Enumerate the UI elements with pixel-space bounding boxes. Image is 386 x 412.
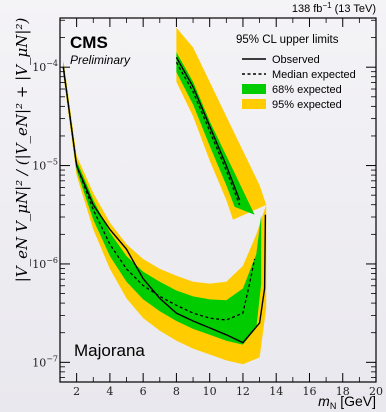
lines-layer [62, 57, 267, 344]
x-tick-label-10: 10 [203, 385, 217, 398]
x-tick-label-14: 14 [269, 385, 283, 398]
status-label: Preliminary [70, 53, 131, 67]
x-tick-label-20: 20 [369, 385, 383, 398]
legend-95-swatch [242, 99, 266, 109]
band-95-expected-1 [176, 27, 267, 220]
x-tick-label-8: 8 [173, 385, 180, 398]
y-tick-label--7: 10−7 [32, 354, 58, 369]
legend-expected-label: Median expected [272, 69, 356, 81]
observed-line-0 [62, 67, 267, 344]
experiment-label: CMS [70, 33, 108, 52]
median-expected-line-1 [175, 61, 241, 206]
x-axis-title: mN [GeV] [318, 393, 376, 411]
x-tick-label-4: 4 [106, 385, 113, 398]
bands-layer [63, 27, 267, 365]
x-tick-label-18: 18 [336, 385, 350, 398]
legend-observed-label: Observed [272, 54, 320, 66]
legend-95-label: 95% expected [272, 99, 342, 111]
legend-68-label: 68% expected [272, 84, 342, 96]
x-tick-label-16: 16 [302, 385, 316, 398]
x-tick-label-2: 2 [73, 385, 80, 398]
y-tick-label--6: 10−6 [32, 256, 58, 271]
x-tick-label-12: 12 [236, 385, 250, 398]
band-68-expected-0 [63, 62, 262, 345]
legend-title: 95% CL upper limits [236, 34, 339, 46]
observed-line-1 [175, 57, 241, 201]
plot-frame [59, 17, 377, 383]
y-axis-title: |V_eN V_μN|² / (|V_eN|² + |V_μN|²) [13, 18, 31, 283]
legend-68-swatch [242, 84, 266, 94]
band-95-expected-0 [63, 59, 267, 365]
x-tick-label-6: 6 [140, 385, 147, 398]
model-label: Majorana [74, 341, 145, 360]
y-tick-label--4: 10−4 [32, 59, 58, 74]
y-tick-label--5: 10−5 [32, 158, 58, 173]
ticks-layer: 2 4 6 8 10 12 14 16 18 20 10−7 10−6 10−5 10−4 [32, 18, 383, 398]
legend: 95% CL upper limits Observed Median expe… [236, 34, 356, 111]
lumi-label: 138 fb−1 (13 TeV) [292, 1, 376, 15]
